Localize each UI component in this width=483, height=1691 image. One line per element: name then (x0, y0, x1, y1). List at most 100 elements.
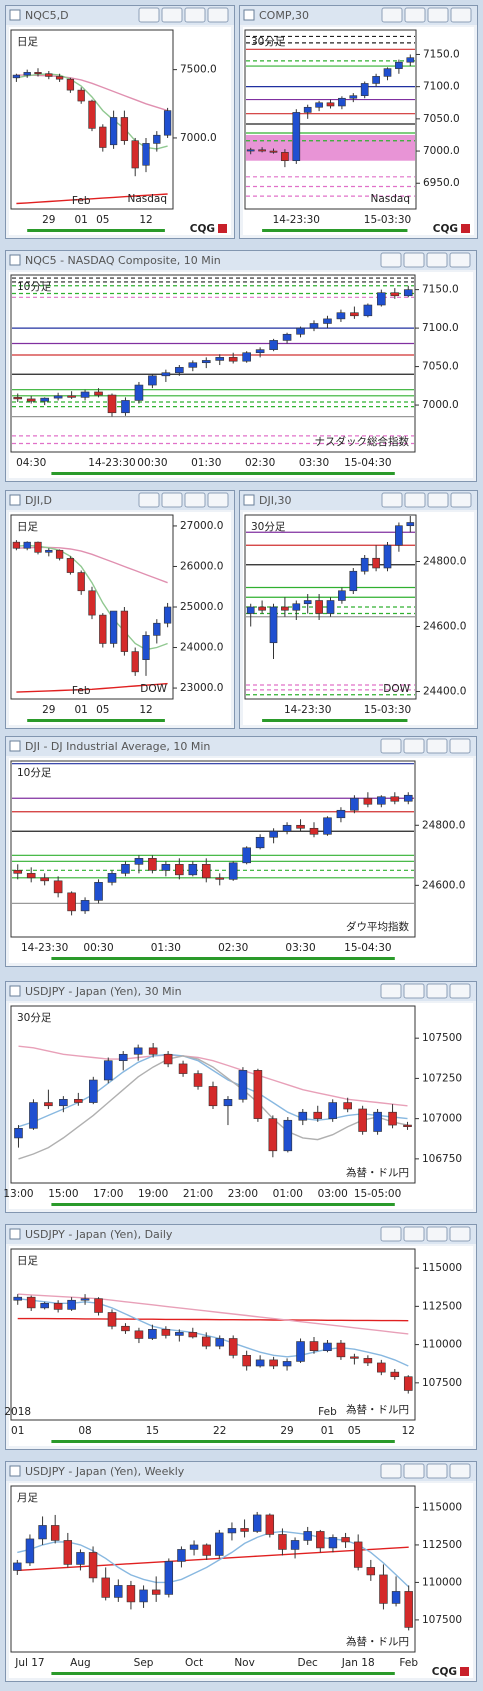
minimize-button[interactable] (404, 7, 426, 23)
candle-body (303, 600, 312, 605)
moving-average (17, 1317, 409, 1322)
minimize-button[interactable] (403, 1463, 425, 1479)
maximize-button[interactable] (426, 252, 448, 268)
annotation: Nasdaq (127, 193, 167, 205)
candle-body (323, 817, 332, 835)
x-tick-label: 01:00 (273, 1188, 303, 1200)
candle-body (350, 312, 359, 317)
minimize-button[interactable] (161, 7, 183, 23)
y-tick-label: 7100.0 (422, 322, 459, 334)
candle-body (26, 398, 36, 402)
y-tick-label: 24600.0 (422, 879, 465, 891)
minimize-button[interactable] (404, 492, 426, 508)
window-icon (9, 494, 21, 506)
y-tick-label: 7500.0 (180, 64, 217, 76)
close-button[interactable] (449, 252, 471, 268)
x-tick-label: Oct (185, 1657, 203, 1669)
link-button[interactable] (380, 1226, 402, 1242)
close-button[interactable] (449, 983, 471, 999)
candle-body (148, 1047, 158, 1055)
maximize-button[interactable] (427, 492, 449, 508)
maximize-button[interactable] (427, 7, 449, 23)
window-title: DJI - DJ Industrial Average, 10 Min (25, 740, 210, 753)
link-button[interactable] (381, 7, 403, 23)
y-tick-label: 7000.0 (180, 132, 217, 144)
x-tick-label: 12 (402, 1425, 415, 1437)
candle-body (377, 292, 386, 306)
y-tick-label: 7000.0 (423, 145, 460, 157)
period-label: 10分足 (17, 767, 52, 779)
close-button[interactable] (207, 7, 229, 23)
link-button[interactable] (138, 492, 160, 508)
candle-body (114, 1585, 123, 1598)
x-period-label: Feb (318, 1406, 337, 1418)
candle-body (40, 877, 49, 882)
candle-body (53, 1302, 63, 1310)
x-tick-label: 15 (146, 1425, 159, 1437)
minimize-button[interactable] (161, 492, 183, 508)
y-tick-label: 110000 (422, 1576, 462, 1588)
close-button[interactable] (207, 492, 229, 508)
link-button[interactable] (380, 983, 402, 999)
candle-body (107, 873, 117, 883)
candle-body (103, 1060, 113, 1081)
candle-body (372, 557, 380, 569)
candle-body (13, 1562, 22, 1571)
maximize-button[interactable] (184, 7, 206, 23)
link-button[interactable] (138, 7, 160, 23)
candle-body (372, 76, 380, 84)
maximize-button[interactable] (184, 492, 206, 508)
candle-body (296, 327, 305, 335)
candle-body (40, 1302, 49, 1309)
minimize-button[interactable] (403, 738, 425, 754)
close-button[interactable] (450, 7, 472, 23)
minimize-button[interactable] (403, 983, 425, 999)
annotation: DOW (383, 683, 410, 695)
candle-body (269, 830, 278, 838)
y-tick-label: 27000.0 (180, 520, 223, 532)
link-button[interactable] (380, 1463, 402, 1479)
link-button[interactable] (380, 738, 402, 754)
close-button[interactable] (449, 738, 471, 754)
candle-body (88, 1079, 98, 1103)
minimize-button[interactable] (403, 1226, 425, 1242)
candle-body (80, 391, 90, 398)
close-button[interactable] (450, 492, 472, 508)
window-icon (9, 254, 21, 266)
window-icon (243, 494, 255, 506)
close-button[interactable] (449, 1463, 471, 1479)
x-tick-label: 00:30 (137, 457, 167, 469)
maximize-button[interactable] (426, 983, 448, 999)
candle-body (88, 590, 96, 616)
link-button[interactable] (381, 492, 403, 508)
window-title: USDJPY - Japan (Yen), Daily (25, 1228, 173, 1241)
window-title: COMP,30 (259, 9, 309, 22)
candle-body (390, 1371, 400, 1378)
maximize-button[interactable] (426, 1463, 448, 1479)
candle-body (101, 1577, 110, 1598)
annotation: 為替・ドル円 (346, 1166, 409, 1179)
candle-body (164, 1561, 174, 1595)
candle-body (12, 541, 21, 549)
y-tick-label: 107500 (422, 1032, 462, 1044)
candle-body (215, 1532, 224, 1556)
window-title: USDJPY - Japan (Yen), 30 Min (25, 985, 182, 998)
candle-body (148, 1328, 157, 1339)
x-tick-label: 01:30 (191, 457, 221, 469)
minimize-button[interactable] (403, 252, 425, 268)
candle-body (163, 110, 172, 136)
window-icon (9, 740, 21, 752)
session-bar (51, 472, 395, 475)
candle-body (315, 102, 323, 108)
maximize-button[interactable] (426, 1226, 448, 1242)
candle-body (258, 606, 266, 611)
candle-body (350, 1356, 359, 1359)
close-button[interactable] (449, 1226, 471, 1242)
candle-body (323, 1342, 332, 1352)
x-tick-label: Dec (298, 1657, 319, 1669)
logo-mark (461, 224, 470, 233)
candle-body (253, 1070, 263, 1119)
link-button[interactable] (380, 252, 402, 268)
maximize-button[interactable] (426, 738, 448, 754)
logo: CQG (432, 1666, 457, 1678)
